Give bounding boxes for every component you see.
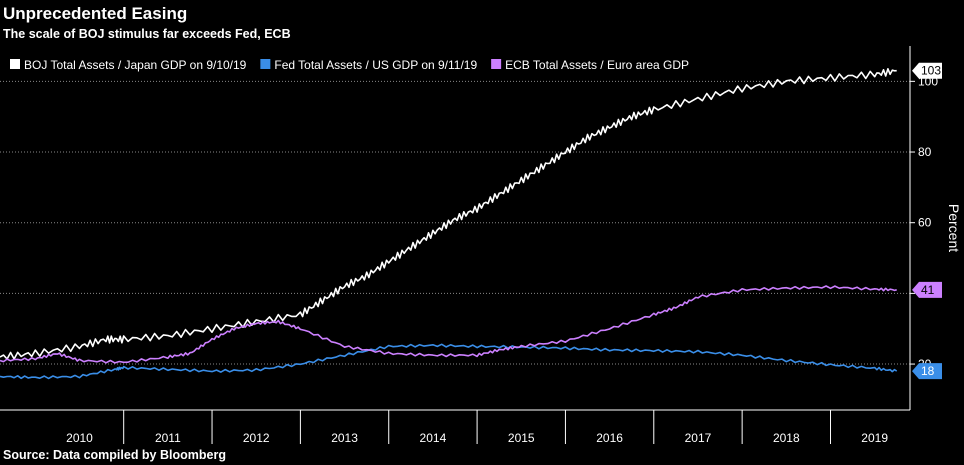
y-tick-label: 80 [918, 145, 932, 159]
x-tick-label: 2018 [773, 431, 800, 445]
chart-subtitle: The scale of BOJ stimulus far exceeds Fe… [3, 27, 291, 41]
legend-label: BOJ Total Assets / Japan GDP on 9/10/19 [24, 58, 247, 72]
grid-lines [0, 80, 910, 365]
last-value-badge-0: 103 [912, 62, 942, 79]
last-value-text: 18 [921, 364, 935, 378]
x-tick-label: 2016 [596, 431, 623, 445]
last-value-badges: 103 18 41 [912, 62, 942, 380]
series-lines [0, 68, 898, 380]
legend-label: Fed Total Assets / US GDP on 9/11/19 [274, 58, 477, 72]
y-tick-label: 60 [918, 216, 932, 230]
legend-swatch [10, 59, 20, 69]
last-value-badge-1: 18 [912, 363, 942, 380]
source-note: Source: Data compiled by Bloomberg [3, 448, 226, 462]
x-tick-label: 2011 [155, 431, 181, 445]
x-tick-label: 2015 [508, 431, 535, 445]
chart-title: Unprecedented Easing [3, 4, 188, 23]
y-axis: 20406080100 [909, 46, 938, 410]
legend-box [2, 53, 788, 77]
x-tick-label: 2010 [66, 431, 93, 445]
x-axis: 2010 2011 2012 2013 2014 2015 2016 2017 2018 2019 [0, 409, 910, 445]
legend: BOJ Total Assets / Japan GDP on 9/10/19 F… [2, 53, 788, 77]
x-tick-label: 2012 [243, 431, 270, 445]
legend-swatch [260, 59, 271, 69]
x-tick-label: 2013 [331, 431, 358, 445]
x-tick-label: 2019 [861, 431, 888, 445]
y-axis-label: Percent [946, 204, 962, 252]
last-value-text: 41 [921, 283, 935, 297]
legend-swatch [491, 59, 502, 69]
x-tick-label: 2014 [420, 431, 447, 445]
series-line-0 [0, 68, 897, 360]
last-value-badge-2: 41 [912, 281, 942, 298]
x-tick-label: 2017 [685, 431, 712, 445]
series-line-1 [0, 343, 898, 380]
legend-label: ECB Total Assets / Euro area GDP [505, 58, 689, 72]
series-line-2 [0, 285, 897, 364]
last-value-text: 103 [921, 64, 941, 78]
